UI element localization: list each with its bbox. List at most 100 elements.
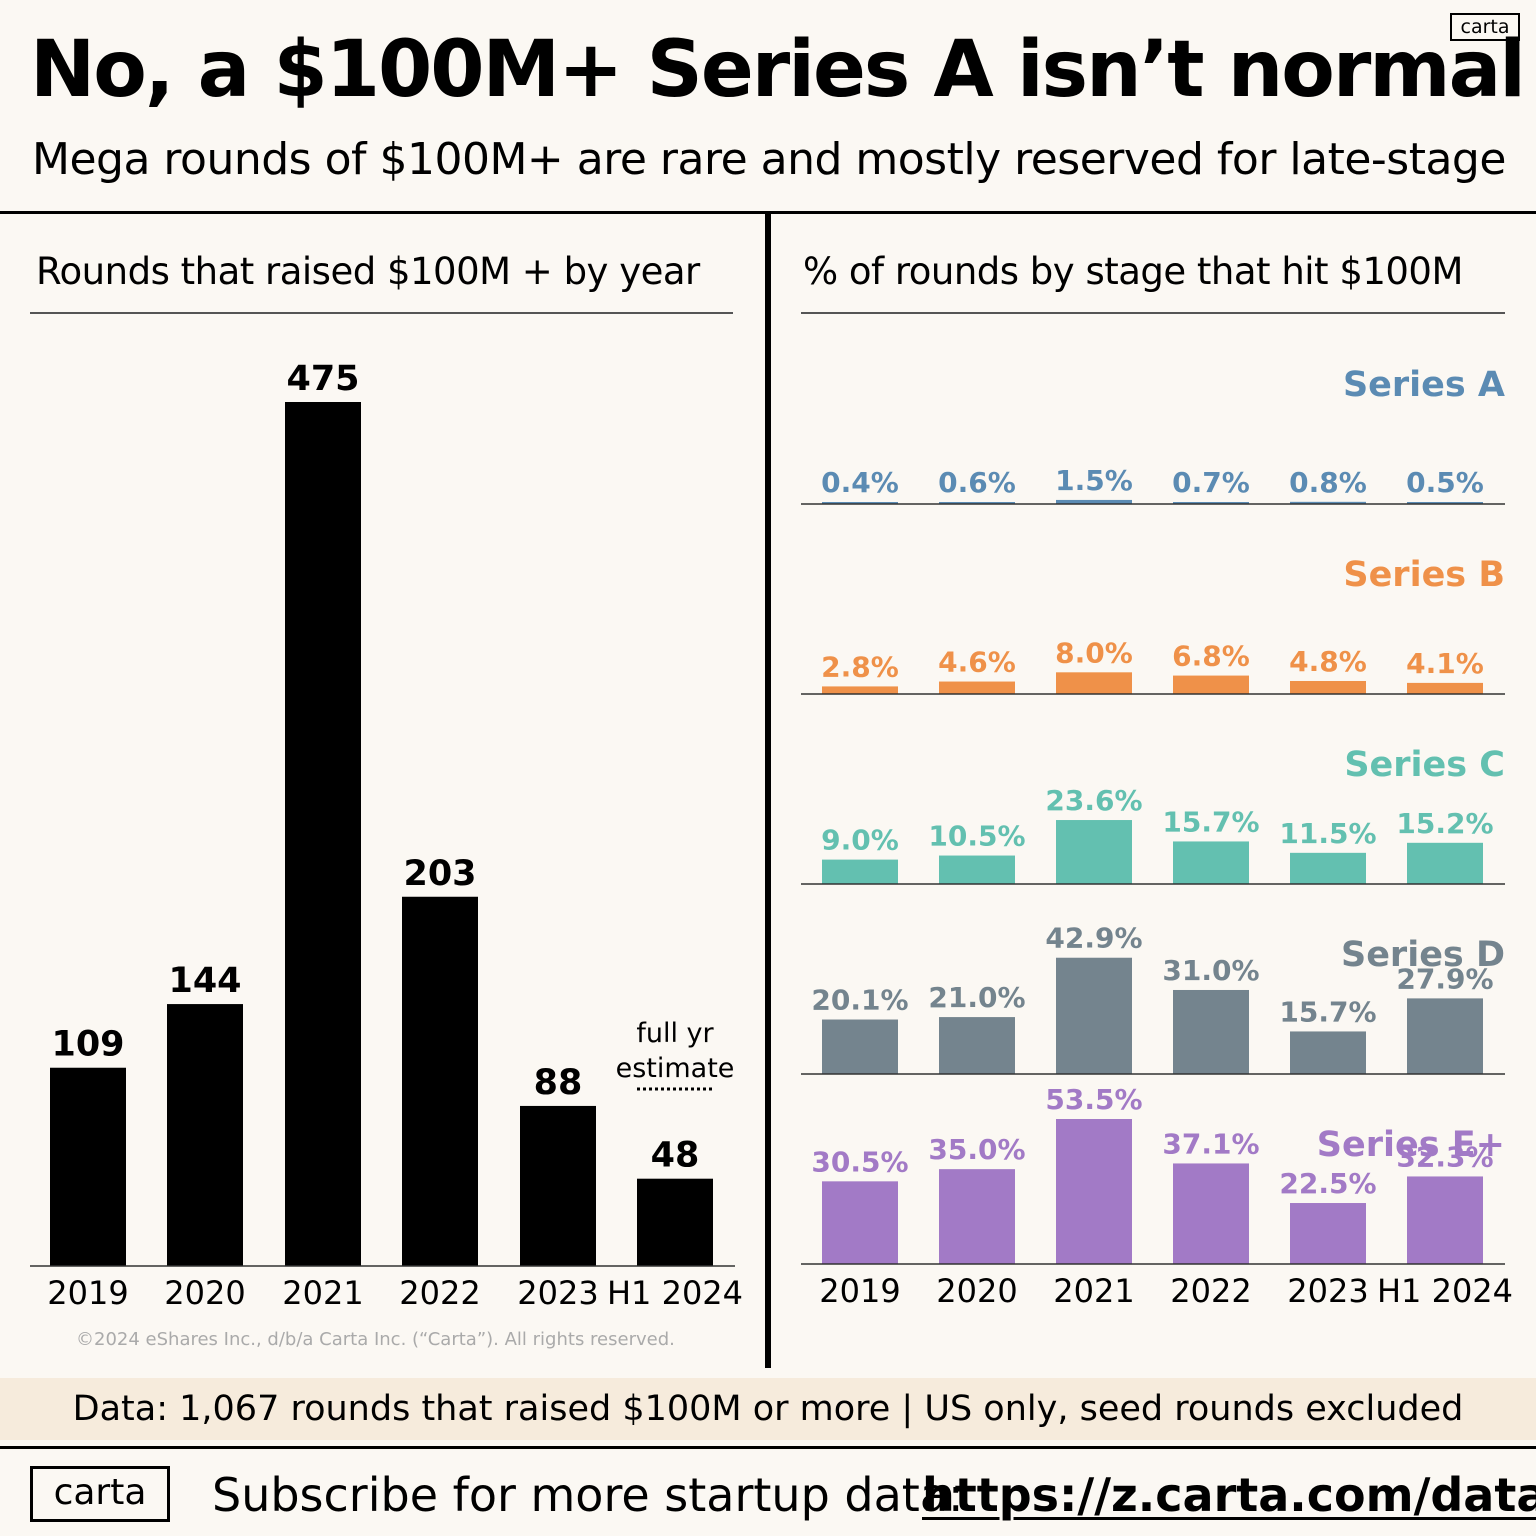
x-tick-label: 2021 — [1053, 1272, 1134, 1310]
x-tick-label: 2023 — [1287, 1272, 1368, 1310]
carta-logo-top[interactable]: carta — [1450, 13, 1520, 41]
bar-series-4-2021 — [1056, 957, 1132, 1074]
right-chart-title: % of rounds by stage that hit $100M — [803, 250, 1463, 293]
bar-2020 — [167, 1004, 243, 1266]
subscribe-link[interactable]: https://z.carta.com/data — [922, 1468, 1536, 1522]
bar-series-3-2022 — [1173, 841, 1249, 884]
bar-series-2-2023 — [1290, 680, 1366, 694]
bar-value-label: 15.7% — [1279, 995, 1376, 1028]
bar-series-2-2021 — [1056, 672, 1132, 694]
bar-value-label: 48 — [651, 1136, 700, 1176]
bar-value-label: 0.8% — [1289, 466, 1367, 499]
bar-value-label: 21.0% — [928, 981, 1025, 1014]
bar-series-3-H1-2024 — [1407, 842, 1483, 884]
bar-series-2-2022 — [1173, 675, 1249, 694]
bar-H1-2024 — [637, 1178, 713, 1266]
bar-series-4-2019 — [822, 1019, 898, 1074]
bar-value-label: 203 — [403, 854, 476, 894]
bar-series-5-2019 — [822, 1181, 898, 1264]
bar-value-label: 0.7% — [1172, 466, 1250, 499]
annotation-line1: full yr — [636, 1018, 714, 1049]
bar-value-label: 4.6% — [938, 646, 1016, 679]
bar-value-label: 0.4% — [821, 466, 899, 499]
bar-value-label: 1.5% — [1055, 464, 1133, 497]
bar-series-3-2019 — [822, 859, 898, 884]
bar-series-3-2021 — [1056, 820, 1132, 884]
bar-series-5-H1-2024 — [1407, 1176, 1483, 1264]
series-label-2: Series B — [1343, 555, 1505, 595]
x-tick-label: 2022 — [399, 1274, 480, 1312]
x-tick-label: 2020 — [164, 1274, 245, 1312]
carta-logo-bottom[interactable]: carta — [30, 1466, 170, 1522]
bar-series-1-2020 — [939, 502, 1015, 504]
bar-series-5-2021 — [1056, 1119, 1132, 1264]
header-divider — [0, 211, 1536, 214]
data-note: Data: 1,067 rounds that raised $100M or … — [0, 1378, 1536, 1440]
series-label-3: Series C — [1344, 745, 1505, 785]
bar-series-1-2022 — [1173, 502, 1249, 504]
bar-series-2-2019 — [822, 686, 898, 694]
series-label-4: Series D — [1341, 935, 1505, 975]
bar-value-label: 88 — [534, 1063, 583, 1103]
series-label-5: Series E+ — [1317, 1125, 1505, 1165]
annotation-line2: estimate — [616, 1053, 735, 1084]
bar-series-3-2020 — [939, 855, 1015, 884]
bar-value-label: 53.5% — [1045, 1083, 1142, 1116]
yearly-rounds-bar-chart: 109 2019 144 2020 475 2021 203 2022 88 2023 48 H1 2… — [30, 359, 743, 1312]
bar-value-label: 144 — [168, 961, 241, 1001]
bar-value-label: 23.6% — [1045, 784, 1142, 817]
series-label-1: Series A — [1343, 365, 1505, 405]
bar-value-label: 37.1% — [1162, 1127, 1259, 1160]
page-title: No, a $100M+ Series A isn’t normal — [30, 25, 1526, 115]
bar-value-label: 0.5% — [1406, 466, 1484, 499]
x-tick-label: 2021 — [282, 1274, 363, 1312]
bar-value-label: 2.8% — [821, 650, 899, 683]
bar-value-label: 6.8% — [1172, 640, 1250, 673]
bar-value-label: 9.0% — [821, 824, 899, 857]
bar-value-label: 0.6% — [938, 466, 1016, 499]
bar-value-label: 4.8% — [1289, 645, 1367, 678]
bar-value-label: 42.9% — [1045, 922, 1142, 955]
bar-series-1-2019 — [822, 502, 898, 504]
bar-value-label: 30.5% — [811, 1145, 908, 1178]
bar-value-label: 22.5% — [1279, 1167, 1376, 1200]
x-tick-label: 2020 — [936, 1272, 1017, 1310]
bar-value-label: 8.0% — [1055, 636, 1133, 669]
x-tick-label: 2019 — [819, 1272, 900, 1310]
bar-value-label: 109 — [51, 1025, 124, 1065]
bar-series-4-H1-2024 — [1407, 998, 1483, 1074]
bar-series-4-2022 — [1173, 989, 1249, 1074]
footer-divider — [0, 1446, 1536, 1449]
bar-series-1-2021 — [1056, 499, 1132, 504]
bar-2019 — [50, 1067, 126, 1266]
subscribe-text: Subscribe for more startup data: — [212, 1468, 964, 1522]
left-title-rule — [30, 312, 733, 314]
bar-2021 — [285, 402, 361, 1266]
bar-series-2-H1-2024 — [1407, 682, 1483, 694]
bar-series-5-2023 — [1290, 1203, 1366, 1264]
bar-value-label: 15.7% — [1162, 805, 1259, 838]
bar-series-4-2020 — [939, 1017, 1015, 1074]
bar-series-1-H1-2024 — [1407, 502, 1483, 504]
bar-value-label: 31.0% — [1162, 954, 1259, 987]
bar-series-5-2022 — [1173, 1163, 1249, 1264]
panel-divider — [765, 214, 771, 1368]
bar-series-3-2023 — [1290, 852, 1366, 884]
bar-2023 — [520, 1105, 596, 1266]
x-tick-label: 2022 — [1170, 1272, 1251, 1310]
copyright-notice: ©2024 eShares Inc., d/b/a Carta Inc. (“C… — [76, 1329, 675, 1350]
bar-value-label: 475 — [286, 359, 359, 399]
x-tick-label: H1 2024 — [607, 1274, 743, 1312]
bar-value-label: 4.1% — [1406, 647, 1484, 680]
bar-value-label: 11.5% — [1279, 817, 1376, 850]
bar-series-1-2023 — [1290, 501, 1366, 504]
x-tick-label: 2019 — [47, 1274, 128, 1312]
bar-series-2-2020 — [939, 681, 1015, 694]
bar-value-label: 27.9% — [1396, 962, 1493, 995]
bar-series-4-2023 — [1290, 1031, 1366, 1074]
left-chart-title: Rounds that raised $100M + by year — [36, 250, 700, 293]
x-tick-label: 2023 — [517, 1274, 598, 1312]
bar-value-label: 15.2% — [1396, 807, 1493, 840]
x-tick-label: H1 2024 — [1377, 1272, 1513, 1310]
stage-percentage-bar-chart: Series A 0.4% 0.6% 1.5% 0.7% 0.8% 0.5% Series B… — [801, 365, 1513, 1310]
